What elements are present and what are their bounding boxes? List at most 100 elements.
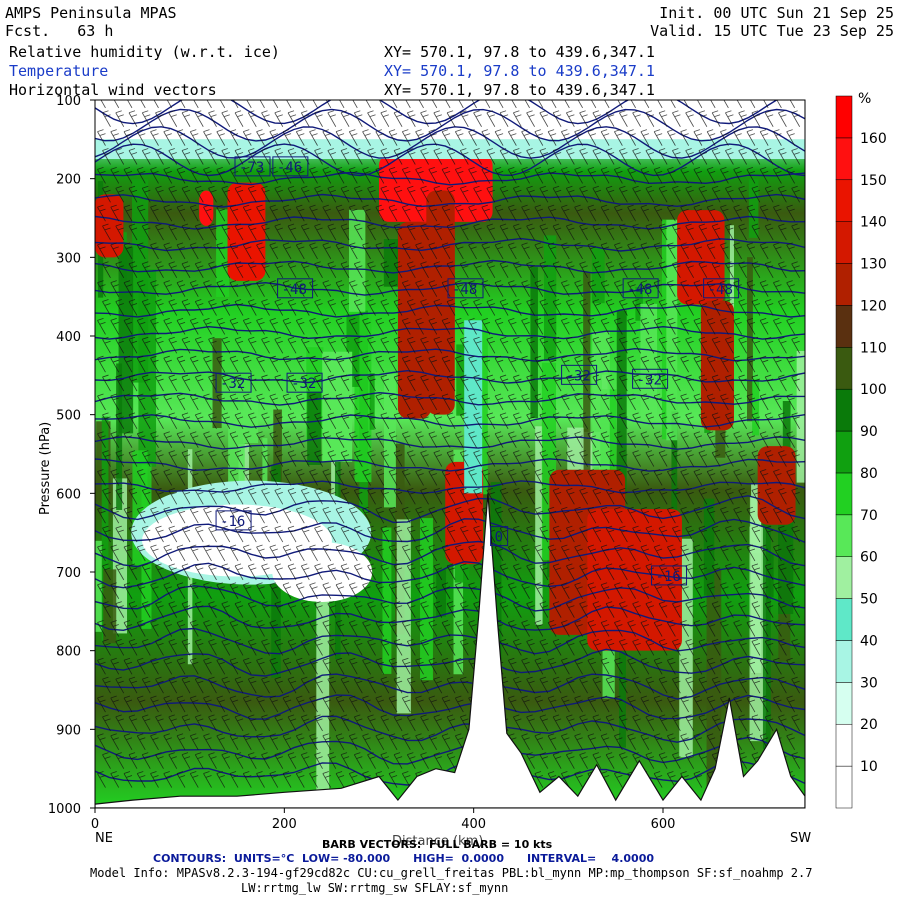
wind-barb	[380, 299, 390, 316]
wind-barb	[348, 620, 358, 637]
wind-barb	[136, 506, 146, 524]
wind-barb	[406, 148, 416, 165]
wind-barb	[778, 185, 787, 203]
wind-barb	[454, 657, 464, 675]
wind-barb	[136, 318, 146, 335]
wind-barb	[393, 299, 403, 316]
wind-barb	[632, 676, 641, 694]
wind-barb	[415, 355, 424, 373]
wind-barb	[778, 412, 787, 430]
y-tick-label: 1000	[48, 802, 81, 817]
wind-barb	[102, 676, 111, 694]
wind-barb	[751, 110, 761, 127]
wind-barb	[348, 582, 358, 599]
wind-barb	[367, 185, 376, 203]
wind-barb	[764, 223, 774, 241]
wind-barb	[406, 487, 416, 505]
wind-barb	[380, 261, 390, 278]
wind-barb	[203, 620, 212, 637]
wind-barb	[150, 318, 159, 335]
wind-barb	[720, 355, 729, 373]
wind-barb	[97, 620, 106, 637]
wind-barb	[282, 733, 292, 750]
wind-barb	[751, 336, 761, 354]
rh-high-region	[199, 190, 214, 226]
wind-barb	[150, 469, 159, 486]
wind-barb	[274, 639, 284, 656]
wind-barb	[353, 299, 363, 316]
wind-barb	[123, 355, 133, 373]
wind-barb	[791, 185, 801, 203]
wind-barb	[393, 412, 403, 430]
wind-barb	[168, 714, 178, 732]
wind-barb	[401, 469, 411, 486]
wind-barb	[746, 393, 756, 411]
wind-barb	[507, 280, 517, 297]
wind-barb	[786, 318, 796, 335]
contour-label: 0	[495, 530, 503, 546]
wind-barb	[340, 336, 350, 354]
wind-barb	[189, 204, 199, 222]
wind-barb	[486, 223, 496, 241]
wind-barb	[512, 525, 522, 543]
wind-barb	[653, 657, 663, 675]
wind-barb	[454, 167, 464, 184]
wind-barb	[128, 563, 138, 581]
wind-barb	[521, 355, 530, 373]
wind-barb	[221, 336, 231, 354]
wind-barb	[698, 261, 708, 278]
wind-barb	[380, 110, 390, 127]
wind-barb	[534, 733, 544, 750]
wind-barb	[667, 242, 676, 260]
wind-barb	[208, 185, 217, 203]
wind-barb	[791, 336, 801, 354]
wind-barb	[420, 185, 429, 203]
wind-barb	[552, 110, 562, 127]
wind-barb	[667, 167, 676, 184]
barb-vectors-note: BARB VECTORS: FULL BARB = 10 kts	[322, 838, 553, 851]
wind-barb	[658, 639, 668, 656]
wind-barb	[136, 167, 146, 184]
colorbar-swatch	[835, 514, 853, 557]
wind-barb	[773, 318, 782, 335]
wind-barb	[420, 450, 429, 467]
wind-barb	[367, 752, 376, 769]
wind-barb	[300, 223, 310, 241]
wind-barb	[764, 336, 774, 354]
wind-barb	[155, 487, 164, 505]
wind-barb	[136, 771, 146, 788]
wind-barb	[614, 695, 623, 713]
wind-barb	[176, 204, 186, 222]
wind-barb	[221, 601, 231, 618]
wind-barb	[738, 110, 747, 127]
wind-barb	[194, 601, 204, 618]
wind-barb	[459, 487, 469, 505]
wind-barb	[287, 148, 297, 165]
wind-barb	[415, 544, 424, 562]
wind-barb	[720, 582, 729, 599]
wind-barb	[274, 110, 284, 127]
wind-barb	[526, 110, 535, 127]
contour-label: -46	[277, 160, 302, 176]
wind-barb	[415, 167, 424, 184]
wind-barb	[216, 582, 226, 599]
contours-note: CONTOURS: UNITS=°C LOW= -80.000 HIGH= 0.…	[153, 852, 655, 865]
wind-barb	[348, 242, 358, 260]
wind-barb	[335, 771, 345, 788]
wind-barb	[229, 733, 239, 750]
wind-barb	[507, 695, 517, 713]
wind-barb	[110, 506, 120, 524]
wind-barb	[388, 582, 398, 599]
colorbar-label: 50	[860, 592, 878, 608]
wind-barb	[208, 299, 217, 316]
wind-barb	[791, 487, 801, 505]
wind-barb	[720, 393, 729, 411]
wind-barb	[526, 639, 535, 656]
wind-barb	[274, 185, 284, 203]
wind-barb	[725, 223, 734, 241]
wind-barb	[115, 563, 125, 581]
wind-barb	[348, 733, 358, 750]
wind-barb	[698, 601, 708, 618]
wind-barb	[388, 506, 398, 524]
wind-barb	[375, 657, 385, 675]
